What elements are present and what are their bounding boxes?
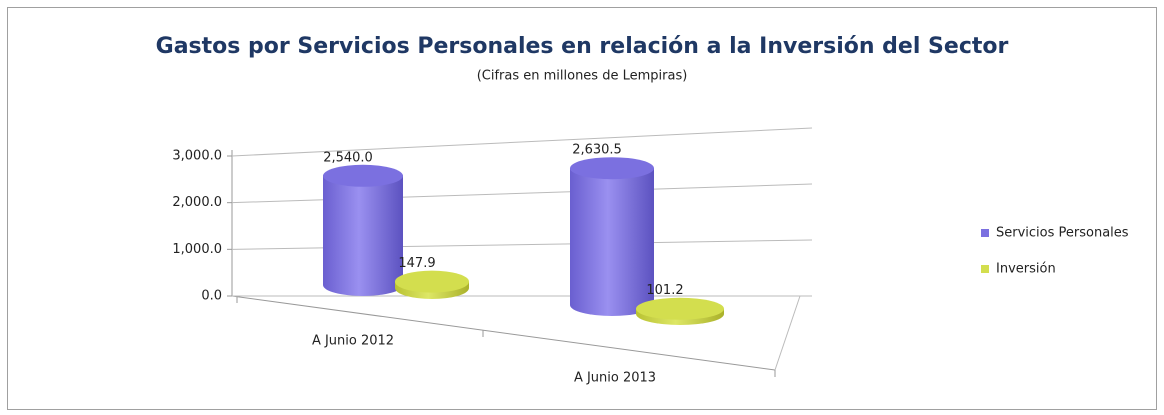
chart-subtitle: (Cifras en millones de Lempiras) <box>477 69 688 84</box>
bar-top <box>636 297 724 320</box>
chart-title: Gastos por Servicios Personales en relac… <box>156 34 1009 59</box>
bar-top <box>323 164 403 187</box>
floor-front <box>231 295 776 371</box>
floor-right <box>774 295 801 371</box>
bar-top <box>395 270 469 293</box>
value-label: 101.2 <box>646 283 683 298</box>
value-label: 2,540.0 <box>323 150 373 165</box>
legend-label: Servicios Personales <box>996 226 1129 241</box>
bar-top <box>570 157 654 180</box>
y-tick-label: 0.0 <box>201 289 222 304</box>
value-label: 2,630.5 <box>572 143 622 158</box>
grid-line <box>231 127 813 157</box>
legend-swatch <box>981 229 989 237</box>
y-tick-label: 2,000.0 <box>172 195 222 210</box>
y-tick-label: 1,000.0 <box>172 242 222 257</box>
x-tick-label: A Junio 2012 <box>312 334 394 349</box>
legend-label: Inversión <box>996 262 1056 277</box>
bar <box>323 175 403 296</box>
value-label: 147.9 <box>398 256 435 271</box>
y-tick-label: 3,000.0 <box>172 149 222 164</box>
bar <box>570 168 654 316</box>
legend-swatch <box>981 265 989 273</box>
x-tick-label: A Junio 2013 <box>574 371 656 386</box>
